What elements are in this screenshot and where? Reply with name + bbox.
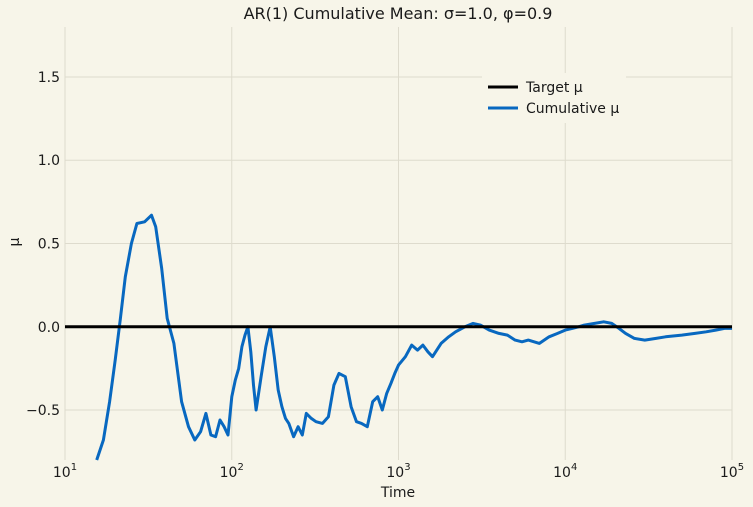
y-tick-label: −0.5 <box>26 403 60 419</box>
x-tick-label: 101 <box>53 462 77 481</box>
y-tick-label: 1.5 <box>38 70 60 86</box>
cumulative-mu-line <box>95 213 732 461</box>
x-tick-label: 102 <box>220 462 244 481</box>
y-axis-ticks: −0.5 0.0 0.5 1.0 1.5 <box>26 70 60 419</box>
x-axis-ticks: 101 102 103 104 105 <box>53 462 744 481</box>
legend-label-target: Target μ <box>525 80 583 96</box>
grid <box>64 27 733 460</box>
chart-title: AR(1) Cumulative Mean: σ=1.0, φ=0.9 <box>244 4 553 23</box>
x-tick-label: 104 <box>553 462 577 481</box>
x-tick-label: 105 <box>720 462 744 481</box>
legend-label-cumulative: Cumulative μ <box>526 101 619 117</box>
x-tick-label: 103 <box>386 462 410 481</box>
legend: Target μ Cumulative μ <box>482 73 626 123</box>
y-axis-label: μ <box>7 237 23 246</box>
y-tick-label: 0.5 <box>38 237 60 253</box>
legend-box <box>482 73 626 123</box>
y-tick-label: 0.0 <box>38 320 60 336</box>
y-tick-label: 1.0 <box>38 153 60 169</box>
plot-lines <box>65 213 732 461</box>
x-axis-label: Time <box>380 485 415 501</box>
